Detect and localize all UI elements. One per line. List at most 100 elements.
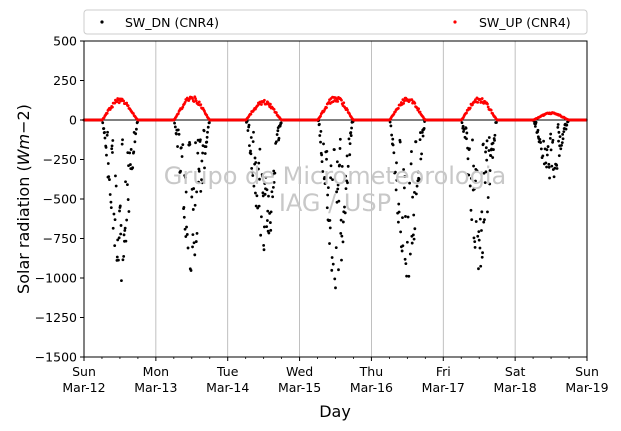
point-sw-up-156 (199, 103, 203, 107)
point-sw-dn-318 (269, 228, 273, 232)
point-sw-dn-764 (538, 138, 542, 141)
point-sw-up-511 (465, 111, 468, 115)
point-sw-dn-779 (548, 176, 551, 180)
point-sw-dn-306 (263, 192, 267, 196)
point-sw-dn-545 (407, 274, 411, 278)
point-sw-dn-314 (267, 194, 270, 198)
point-sw-dn-291 (257, 167, 260, 171)
point-sw-dn-208 (203, 152, 207, 155)
point-sw-dn-32 (104, 145, 108, 149)
point-sw-dn-280 (251, 174, 255, 177)
point-sw-dn-425 (335, 190, 339, 194)
point-sw-dn-77 (126, 198, 130, 201)
point-sw-dn-557 (413, 227, 417, 231)
point-sw-dn-299 (261, 174, 264, 178)
point-sw-dn-216 (207, 121, 211, 125)
point-sw-dn-787 (552, 175, 556, 179)
point-sw-dn-39 (108, 178, 111, 181)
point-sw-dn-518 (391, 143, 395, 147)
point-sw-dn-407 (326, 193, 330, 197)
point-sw-dn-458 (350, 126, 353, 130)
point-sw-dn-57 (117, 236, 121, 240)
x-tick-label-date-5: Mar-17 (422, 380, 465, 395)
point-sw-up-44 (115, 100, 119, 104)
legend-label-sw-up: SW_UP (CNR4) (479, 15, 571, 30)
point-sw-dn-67 (122, 255, 126, 258)
point-sw-dn-80 (128, 151, 132, 155)
point-sw-dn-415 (329, 164, 333, 168)
point-sw-dn-206 (203, 166, 206, 170)
point-sw-dn-329 (275, 133, 279, 136)
point-sw-dn-186 (193, 203, 197, 207)
point-sw-dn-693 (491, 141, 495, 145)
point-sw-dn-399 (322, 142, 325, 146)
point-sw-up-38 (111, 105, 114, 109)
point-sw-dn-519 (392, 151, 396, 155)
point-sw-dn-326 (273, 171, 277, 175)
point-sw-dn-296 (259, 233, 263, 237)
point-sw-dn-555 (412, 237, 416, 241)
point-sw-dn-651 (472, 236, 476, 240)
point-sw-dn-646 (469, 176, 473, 180)
legend-frame (83, 9, 588, 35)
point-sw-dn-655 (474, 179, 477, 183)
point-sw-dn-567 (418, 138, 422, 142)
point-sw-dn-423 (334, 286, 337, 290)
point-sw-dn-772 (544, 161, 548, 165)
point-sw-dn-679 (485, 158, 489, 162)
point-sw-dn-673 (482, 171, 486, 175)
point-sw-dn-286 (254, 191, 257, 195)
legend-marker-sw-dn (100, 20, 104, 24)
point-sw-dn-542 (405, 274, 409, 278)
point-sw-dn-283 (252, 184, 256, 188)
point-sw-dn-452 (347, 137, 351, 141)
point-sw-dn-44 (110, 144, 114, 148)
point-sw-dn-799 (558, 135, 562, 139)
point-sw-dn-35 (106, 130, 109, 134)
point-sw-up-316 (319, 114, 322, 118)
point-sw-dn-418 (331, 178, 334, 182)
point-sw-dn-315 (267, 231, 271, 235)
point-sw-dn-637 (465, 131, 469, 135)
point-sw-dn-64 (120, 142, 124, 146)
point-sw-up-438 (410, 98, 414, 102)
x-tick-label-day-0: Sun (72, 364, 96, 379)
point-sw-dn-793 (556, 126, 560, 129)
point-sw-dn-79 (127, 210, 131, 213)
point-sw-dn-446 (344, 174, 347, 178)
y-tick-label-5: −750 (43, 231, 77, 246)
point-sw-dn-644 (468, 184, 472, 188)
point-sw-dn-183 (192, 187, 196, 190)
point-sw-dn-323 (271, 185, 275, 189)
point-sw-dn-29 (103, 130, 106, 134)
point-sw-dn-297 (260, 215, 263, 219)
y-axis-title: Solar radiation (Wm−2) (14, 104, 33, 294)
point-sw-dn-755 (533, 124, 537, 128)
point-sw-dn-437 (339, 218, 343, 222)
point-sw-dn-333 (277, 136, 281, 140)
point-sw-dn-209 (204, 145, 208, 149)
point-sw-dn-571 (420, 130, 424, 134)
point-sw-dn-213 (206, 130, 209, 134)
point-sw-dn-292 (257, 161, 261, 165)
point-sw-dn-402 (323, 182, 327, 185)
x-axis-title: Day (319, 402, 351, 421)
point-sw-dn-672 (482, 220, 486, 224)
point-sw-dn-515 (390, 133, 394, 137)
point-sw-dn-812 (565, 123, 569, 127)
x-tick-label-day-5: Fri (436, 364, 451, 379)
point-sw-dn-653 (473, 240, 477, 244)
point-sw-dn-193 (197, 180, 200, 184)
point-sw-dn-440 (340, 164, 344, 168)
point-sw-dn-774 (545, 148, 549, 152)
point-sw-dn-412 (328, 219, 332, 222)
point-sw-dn-559 (414, 140, 418, 144)
point-sw-dn-90 (134, 132, 138, 136)
point-sw-dn-569 (419, 157, 423, 161)
point-sw-dn-397 (320, 160, 324, 164)
point-sw-dn-62 (119, 224, 123, 227)
point-sw-dn-636 (465, 137, 468, 141)
point-sw-dn-311 (265, 219, 269, 222)
point-sw-dn-40 (108, 193, 112, 196)
point-sw-dn-668 (480, 255, 484, 259)
